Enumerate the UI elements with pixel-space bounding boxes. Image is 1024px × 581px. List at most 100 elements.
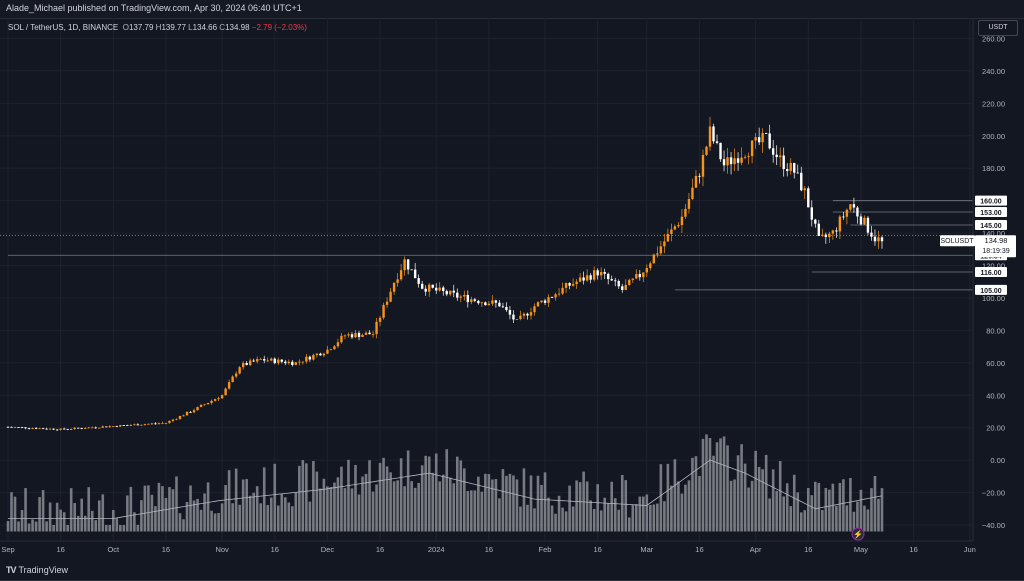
candle-body — [740, 157, 743, 163]
flash-icon[interactable]: ⚡ — [851, 527, 865, 541]
volume-bar — [234, 468, 238, 532]
volume-bar — [434, 453, 438, 532]
volume-bar — [536, 475, 540, 532]
volume-bar — [185, 501, 189, 532]
volume-bar — [680, 493, 684, 532]
candle-body — [62, 428, 66, 430]
volume-bar — [210, 510, 213, 532]
level-label: 145.00 — [980, 223, 1002, 230]
volume-bar — [80, 498, 84, 532]
volume-bar — [694, 456, 698, 532]
candle-body — [115, 426, 119, 427]
time-axis: Sep 16 Oct 16 Nov 16 Dec 16 2024 16 Feb 16 Mar 16 Apr 1… — [0, 18, 976, 554]
candle-body — [108, 426, 111, 428]
volume-bar — [466, 491, 470, 532]
volume-bar — [420, 465, 424, 532]
candle-body — [582, 277, 585, 281]
candle-body — [592, 270, 596, 280]
candle-body — [442, 287, 445, 291]
volume-bar — [627, 517, 631, 532]
candle-body — [119, 425, 122, 427]
volume-bar — [175, 476, 178, 532]
candle-body — [631, 278, 634, 280]
candle-body — [870, 232, 873, 237]
candle-body — [501, 306, 505, 308]
candle-body — [378, 317, 382, 322]
candle-body — [726, 157, 729, 166]
candle-body — [663, 241, 666, 247]
candle-body — [831, 230, 835, 234]
volume-bar — [392, 481, 396, 532]
candle-body — [112, 426, 115, 427]
volume-bar — [41, 490, 45, 532]
candle-body — [105, 426, 108, 428]
volume-bar — [782, 496, 786, 532]
volume-bar — [273, 463, 277, 532]
x-tick-label: 2024 — [428, 545, 445, 554]
volume-bar — [620, 474, 624, 532]
volume-bar — [561, 507, 564, 532]
volume-bar — [308, 501, 312, 532]
currency-button[interactable]: USDT — [978, 20, 1018, 36]
y-tick-label: 240.00 — [982, 67, 1005, 76]
volume-bar — [199, 509, 203, 532]
candle-body — [666, 233, 670, 242]
volume-bar — [761, 469, 764, 532]
volume-bar — [705, 434, 708, 532]
volume-bar — [771, 469, 775, 532]
close-value: 134.98 — [225, 23, 250, 32]
volume-bar — [691, 457, 694, 532]
volume-bar — [315, 471, 319, 532]
candle-body — [259, 359, 262, 360]
candle-body — [659, 246, 663, 254]
candle-body — [687, 199, 691, 209]
candle-body — [312, 354, 315, 360]
candle-body — [431, 284, 434, 288]
volume-bar — [403, 486, 406, 532]
candle-body — [410, 269, 413, 271]
y-tick-label: 40.00 — [986, 391, 1005, 400]
volume-bar — [852, 511, 856, 532]
level-label: 116.00 — [980, 270, 1001, 277]
volume-bar — [596, 484, 599, 532]
volume-bar — [294, 492, 298, 532]
candle-body — [73, 427, 76, 430]
candle-body — [101, 426, 104, 428]
candle-body — [45, 428, 48, 430]
x-tick-label: Oct — [107, 545, 120, 554]
candle-body — [649, 263, 652, 269]
volume-bar — [821, 510, 824, 532]
candle-body — [470, 299, 473, 303]
candle-body — [680, 216, 684, 226]
volume-bar — [473, 490, 477, 532]
candle-body — [463, 294, 466, 297]
candle-body — [24, 427, 27, 429]
volume-bar — [333, 482, 336, 532]
candle-body — [856, 207, 859, 217]
candle-body — [175, 418, 178, 420]
candle-body — [561, 287, 564, 294]
candle-body — [87, 427, 90, 429]
candle-body — [203, 404, 206, 406]
candle-body — [357, 332, 361, 337]
volume-bar — [283, 497, 287, 532]
volume-bar — [455, 456, 459, 532]
x-tick-label: May — [854, 545, 868, 554]
x-tick-label: 16 — [271, 545, 279, 554]
volume-bar — [754, 450, 757, 532]
volume-bar — [368, 460, 371, 532]
volume-bar — [712, 455, 715, 532]
volume-bar — [624, 480, 628, 532]
volume-bar — [90, 510, 94, 532]
candle-body — [842, 216, 845, 218]
candle-body — [382, 304, 385, 318]
candle-body — [607, 273, 610, 280]
volume-bar — [326, 486, 329, 532]
candle-body — [645, 268, 649, 273]
volume-bar — [498, 498, 501, 532]
candle-body — [157, 423, 161, 425]
candle-body — [859, 216, 863, 225]
volume-bar — [603, 497, 606, 532]
volume-bar — [245, 479, 248, 532]
